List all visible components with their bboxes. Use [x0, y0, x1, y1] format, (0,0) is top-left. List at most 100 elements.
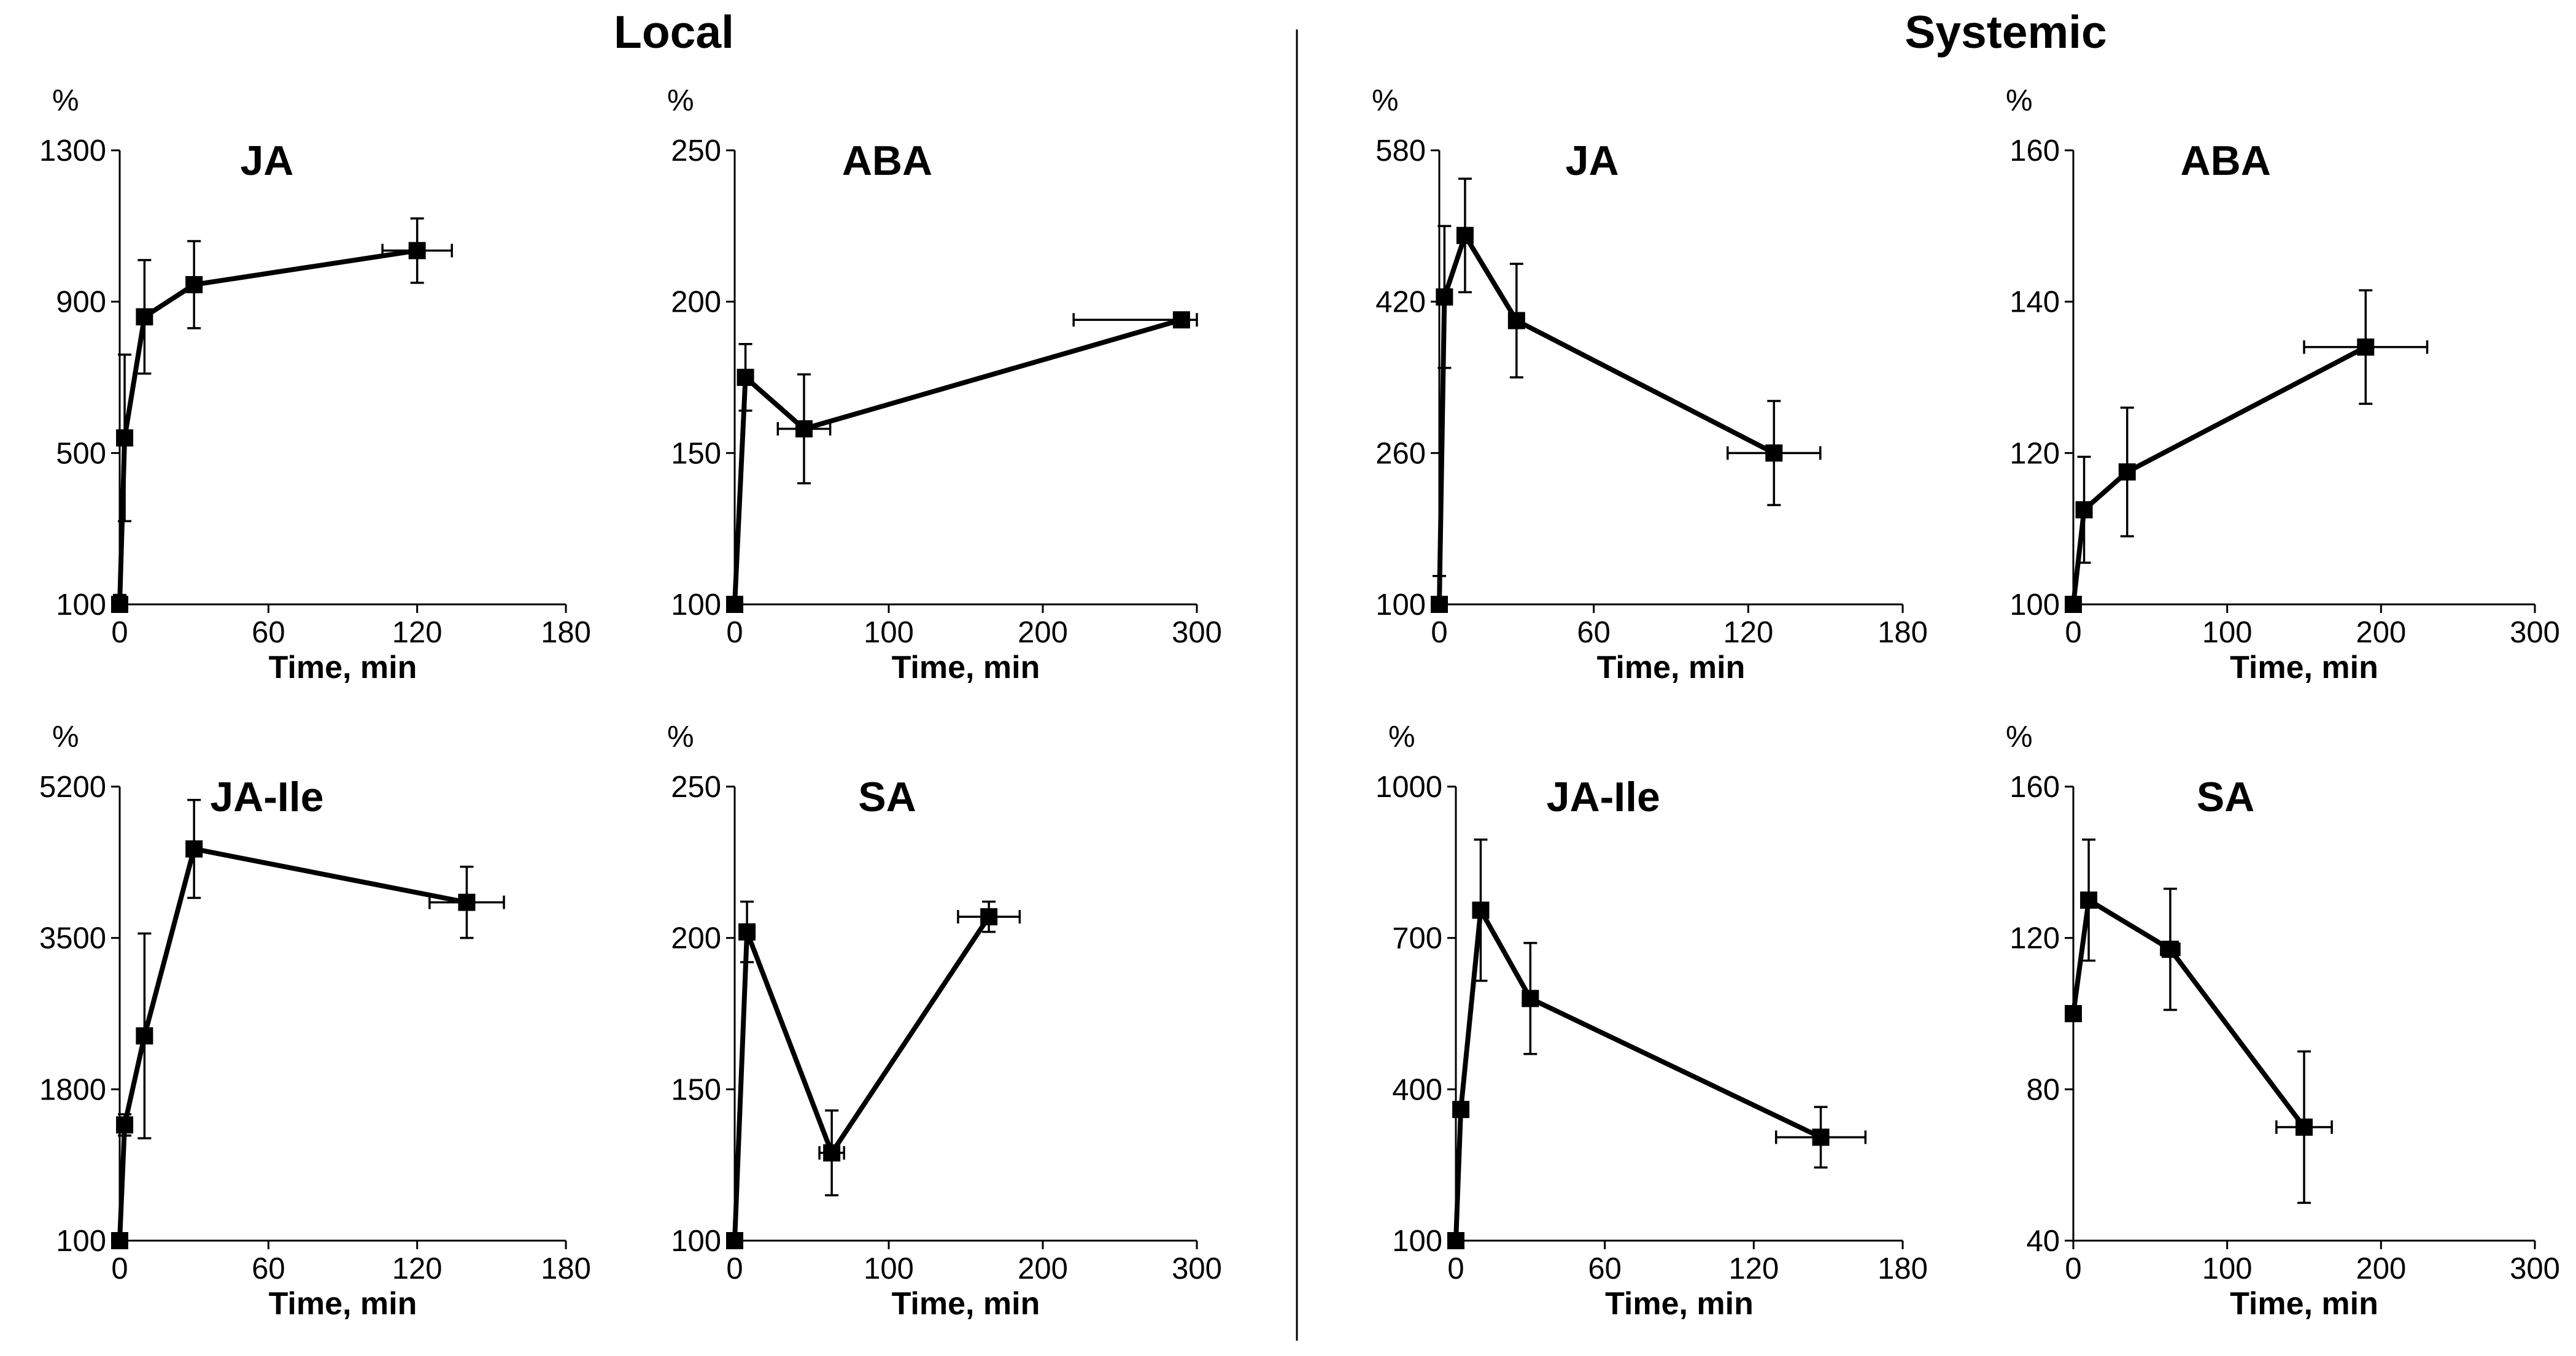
data-point-marker [726, 1232, 743, 1249]
y-tick-label: 150 [671, 437, 721, 470]
data-point-marker [1765, 444, 1783, 462]
data-point-marker [136, 1027, 153, 1045]
y-tick-label: 900 [56, 286, 106, 319]
y-tick-label: 5200 [39, 771, 106, 804]
x-tick-label: 60 [252, 1252, 285, 1285]
y-tick-label: 100 [2009, 588, 2060, 622]
data-point-marker [980, 908, 998, 926]
x-tick-label: 100 [2202, 616, 2253, 649]
chart-panel-7: 40 80 120 160 0 100 200 300% SA Time, min [2006, 720, 2560, 1322]
data-point-marker [1172, 311, 1190, 329]
y-tick-label: 200 [671, 922, 721, 955]
y-tick-label: 260 [1375, 437, 1426, 470]
y-unit-label: % [667, 84, 694, 117]
panel-title: ABA [2180, 137, 2270, 184]
x-tick-label: 180 [1878, 616, 1928, 649]
series-line [2071, 898, 2307, 1129]
x-tick-label: 0 [726, 1252, 743, 1285]
y-tick-label: 1000 [1375, 771, 1442, 804]
data-point-marker [1436, 288, 1453, 306]
data-point-marker [2296, 1119, 2313, 1136]
y-unit-label: % [2006, 720, 2033, 753]
data-point-marker [1472, 901, 1490, 919]
y-tick-label: 150 [671, 1073, 721, 1106]
data-point-marker [408, 242, 426, 260]
data-point-marker [1522, 990, 1539, 1007]
y-unit-label: % [1372, 84, 1399, 117]
data-point-marker [795, 420, 813, 437]
data-point-marker [1456, 226, 1474, 244]
x-tick-label: 200 [1018, 1252, 1068, 1285]
chart-panel-6: 100 400 700 1000 0 60 120 180% JA-Ile Time, min [1375, 720, 1928, 1322]
group-title-local: Local [614, 6, 734, 58]
x-tick-label: 100 [2202, 1252, 2253, 1285]
x-tick-label: 60 [252, 616, 285, 649]
data-point-marker [1447, 1232, 1464, 1249]
y-tick-label: 1300 [39, 134, 106, 168]
x-tick-label: 120 [1728, 1252, 1779, 1285]
panel-title: SA [2197, 774, 2254, 820]
data-point-marker [2080, 892, 2098, 909]
x-tick-label: 0 [111, 616, 128, 649]
data-point-marker [2118, 463, 2136, 481]
y-tick-label: 100 [1375, 588, 1426, 622]
x-tick-label: 300 [2510, 616, 2560, 649]
x-tick-label: 200 [2356, 616, 2406, 649]
x-axis-label: Time, min [1597, 650, 1746, 685]
panel-title: JA-Ile [210, 774, 323, 820]
y-unit-label: % [1388, 720, 1415, 753]
y-tick-label: 160 [2009, 771, 2060, 804]
data-point-marker [1431, 596, 1448, 613]
y-tick-label: 140 [2009, 286, 2060, 319]
data-point-marker [185, 840, 203, 858]
panel-title: SA [858, 774, 916, 820]
x-tick-label: 120 [1723, 616, 1773, 649]
data-point-marker [1452, 1101, 1470, 1119]
y-unit-label: % [667, 720, 694, 753]
data-point-marker [458, 893, 476, 911]
y-tick-label: 100 [56, 588, 106, 622]
chart-panel-4: 100 1800 3500 5200 0 60 120 180% JA-Ile Time, min [39, 720, 591, 1322]
series-line [2071, 345, 2367, 605]
panel-title: JA [1566, 137, 1619, 184]
data-point-marker [726, 596, 743, 613]
y-tick-label: 120 [2009, 437, 2060, 470]
x-tick-label: 60 [1588, 1252, 1622, 1285]
x-tick-label: 0 [1447, 1252, 1464, 1285]
data-point-marker [116, 1116, 134, 1134]
data-point-marker [2065, 1005, 2082, 1022]
y-tick-label: 100 [671, 1225, 721, 1258]
chart-panel-0: 100 500 900 1300 0 60 120 180% JA Time, min [39, 84, 591, 685]
y-tick-label: 80 [2026, 1073, 2060, 1106]
y-tick-label: 40 [2026, 1225, 2060, 1258]
y-tick-label: 160 [2009, 134, 2060, 168]
y-tick-label: 3500 [39, 922, 106, 955]
y-unit-label: % [52, 84, 79, 117]
x-tick-label: 0 [111, 1252, 128, 1285]
y-tick-label: 400 [1392, 1073, 1442, 1106]
x-tick-label: 200 [2356, 1252, 2406, 1285]
y-tick-label: 100 [671, 588, 721, 622]
x-axis-label: Time, min [2230, 650, 2378, 685]
data-point-marker [737, 369, 754, 386]
y-unit-label: % [2006, 84, 2033, 117]
data-point-marker [1812, 1128, 1830, 1146]
y-tick-label: 500 [56, 437, 106, 470]
series-line [117, 846, 468, 1241]
panel-title: JA-Ile [1547, 774, 1660, 820]
series-line [732, 915, 991, 1241]
data-point-marker [738, 923, 756, 941]
series-line [1437, 233, 1776, 605]
y-tick-label: 100 [56, 1225, 106, 1258]
x-tick-label: 180 [541, 1252, 591, 1285]
x-tick-label: 120 [392, 616, 443, 649]
series-line [1453, 907, 1822, 1241]
panel-title: ABA [842, 137, 932, 184]
y-tick-label: 250 [671, 134, 721, 168]
data-point-marker [136, 308, 153, 326]
panel-title: JA [240, 137, 293, 184]
x-tick-label: 100 [864, 1252, 914, 1285]
y-tick-label: 700 [1392, 922, 1442, 955]
